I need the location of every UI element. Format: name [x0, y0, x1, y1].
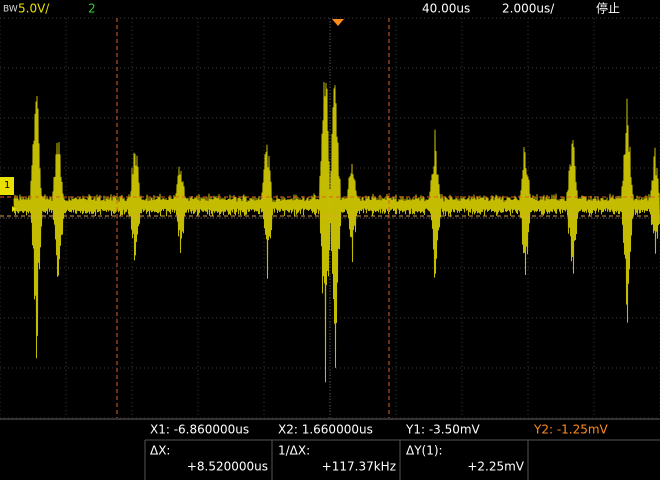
measurement-panel [0, 418, 660, 480]
header-bar [0, 0, 660, 18]
trigger-level [12, 206, 16, 212]
dy-label: ΔY(1): [406, 444, 443, 458]
dy-value: +2.25mV [467, 460, 524, 474]
dx-value: +8.520000us [187, 460, 268, 474]
x1-readout: X1: -6.860000us [150, 423, 249, 437]
delay: 40.00us [422, 2, 470, 16]
inv-dx-value: +117.37kHz [322, 460, 396, 474]
run-status: 停止 [596, 1, 620, 16]
waveform [13, 82, 660, 383]
waveform-trace [13, 82, 660, 383]
channel-marker: 1 [4, 180, 10, 191]
bandwidth: BW [3, 5, 18, 15]
vertical-scale: 5.0V/ [18, 2, 50, 16]
channel-marker-box [0, 177, 14, 195]
trigger-position [332, 19, 344, 26]
x2-readout: X2: 1.660000us [278, 423, 373, 437]
timebase: 2.000us/ [502, 2, 555, 16]
y2-readout: Y2: -1.25mV [533, 423, 609, 437]
inv-dx-label: 1/ΔX: [278, 444, 310, 458]
channel-number: 2 [88, 2, 96, 16]
y1-readout: Y1: -3.50mV [405, 423, 481, 437]
dx-label: ΔX: [150, 444, 170, 458]
